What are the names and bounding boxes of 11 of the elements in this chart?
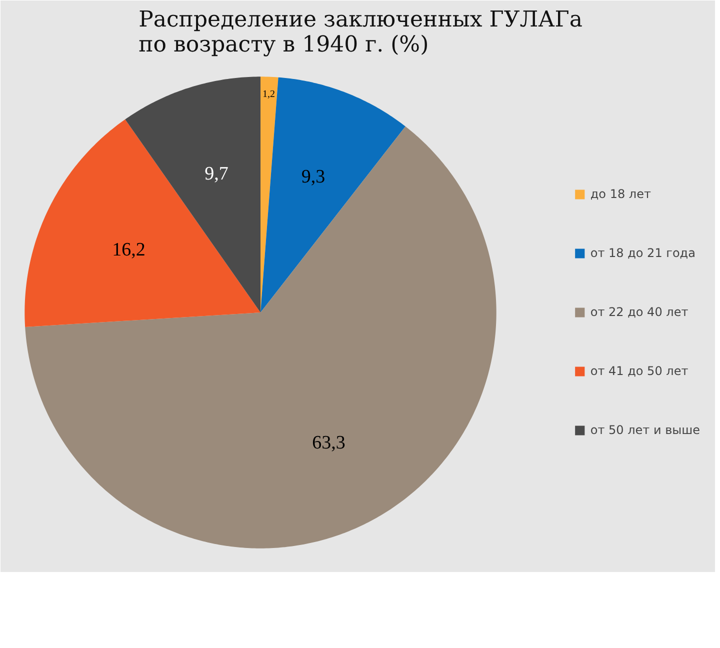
data-label: 16,2 (112, 240, 146, 261)
data-label: 9,7 (204, 164, 228, 185)
legend-label: от 41 до 50 лет (590, 364, 688, 378)
legend-label: от 22 до 40 лет (590, 305, 688, 319)
legend-label: от 50 лет и выше (590, 423, 700, 437)
legend-label: до 18 лет (590, 187, 651, 201)
legend-label: от 18 до 21 года (590, 246, 696, 260)
data-label: 1,2 (262, 88, 276, 100)
data-label: 9,3 (301, 166, 326, 188)
chart-title: Распределение заключенных ГУЛАГа по возрасту в 1940 г. (%) (138, 8, 582, 58)
data-label: 63,3 (312, 432, 346, 454)
